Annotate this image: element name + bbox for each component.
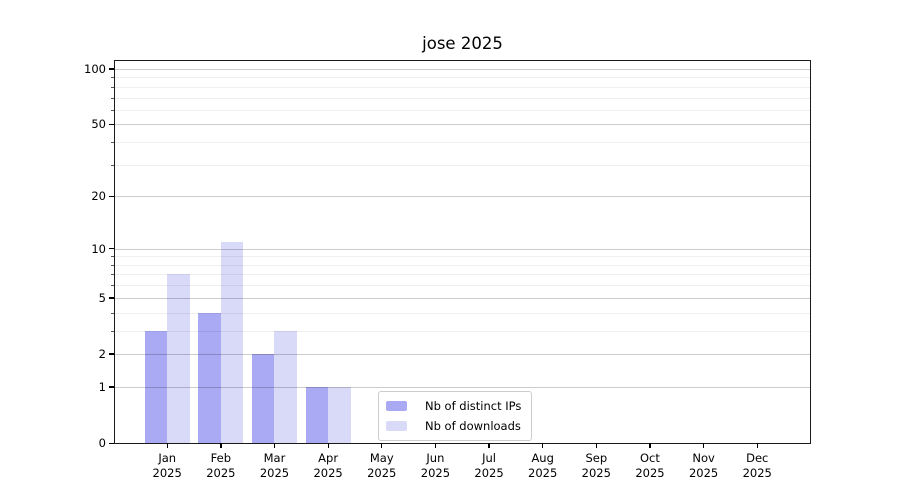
minor-gridline-y-6 (115, 285, 810, 287)
y-minor-tick-4 (111, 312, 114, 314)
legend-swatch-downloads (386, 421, 407, 431)
y-tick-20 (109, 195, 114, 198)
y-minor-tick-60 (111, 109, 114, 111)
y-minor-tick-9 (111, 256, 114, 258)
y-minor-tick-8 (111, 264, 114, 266)
y-tick-50 (109, 123, 114, 126)
x-tick-label-jun: Jun 2025 (420, 451, 451, 480)
x-tick-label-aug: Aug 2025 (528, 451, 558, 480)
minor-gridline-y-30 (115, 164, 810, 166)
bar-distinct-ips-feb (198, 312, 221, 443)
bar-distinct-ips-mar (251, 353, 275, 443)
bars-layer (115, 61, 810, 443)
legend-label-downloads: Nb of downloads (425, 419, 521, 433)
y-minor-tick-90 (111, 77, 114, 79)
bar-downloads-mar (274, 330, 297, 443)
gridline-y-100 (115, 68, 810, 70)
x-tick-dec (756, 443, 758, 448)
y-minor-tick-30 (111, 164, 114, 166)
legend-label-distinct-ips: Nb of distinct IPs (425, 399, 522, 413)
minor-gridline-y-7 (115, 274, 810, 276)
gridline-y-5 (115, 297, 810, 299)
bar-distinct-ips-jan (144, 330, 168, 443)
y-tick-label-20: 20 (91, 189, 106, 204)
x-tick-label-mar: Mar 2025 (259, 451, 290, 480)
x-tick-label-nov: Nov 2025 (688, 451, 719, 480)
gridline-y-10 (115, 248, 810, 250)
minor-gridline-y-70 (115, 97, 810, 99)
x-tick-jul (488, 443, 490, 448)
x-tick-label-dec: Dec 2025 (742, 451, 772, 480)
y-tick-10 (109, 248, 114, 250)
bar-downloads-apr (328, 386, 351, 443)
bar-downloads-jan (167, 274, 190, 443)
x-tick-nov (703, 443, 705, 448)
gridlines-layer (115, 61, 810, 443)
y-tick-label-100: 100 (84, 61, 106, 76)
x-tick-sep (595, 443, 598, 448)
bar-distinct-ips-apr (305, 386, 329, 443)
y-minor-tick-3 (111, 330, 114, 332)
y-minor-tick-40 (111, 142, 114, 144)
y-tick-label-0: 0 (98, 436, 106, 450)
y-tick-0 (109, 442, 114, 444)
chart-title: jose 2025 (422, 34, 503, 53)
x-tick-may (381, 443, 383, 448)
legend: Nb of distinct IPs Nb of downloads (378, 391, 533, 441)
minor-gridline-y-40 (115, 142, 810, 144)
y-minor-tick-7 (111, 274, 114, 276)
y-tick-label-50: 50 (91, 117, 106, 132)
x-tick-label-oct: Oct 2025 (635, 451, 665, 480)
legend-item-downloads: Nb of downloads (386, 418, 521, 434)
gridline-y-20 (115, 196, 810, 198)
y-tick-label-5: 5 (98, 290, 106, 305)
x-tick-label-sep: Sep 2025 (581, 451, 611, 480)
y-minor-tick-6 (111, 285, 114, 287)
y-tick-2 (109, 353, 114, 355)
x-tick-jun (434, 443, 437, 448)
gridline-y-2 (115, 353, 810, 355)
minor-gridline-y-4 (115, 312, 810, 314)
minor-gridline-y-3 (115, 330, 810, 332)
x-tick-apr (327, 443, 329, 448)
minor-gridline-y-9 (115, 256, 810, 258)
y-tick-100 (109, 68, 114, 70)
minor-gridline-y-60 (115, 109, 810, 111)
y-tick-label-2: 2 (98, 346, 106, 361)
x-tick-label-may: May 2025 (367, 451, 397, 480)
y-minor-tick-70 (111, 97, 114, 99)
y-tick-label-10: 10 (91, 241, 106, 256)
y-minor-tick-80 (111, 86, 114, 88)
y-tick-1 (109, 386, 114, 388)
axis-layer: 0 1 2 5 10 20 50 100 Jan 2025 Feb 2025 Mar 2025 Apr 202… (84, 61, 810, 480)
minor-gridline-y-8 (115, 264, 810, 266)
x-tick-aug (542, 443, 544, 448)
legend-item-distinct-ips: Nb of distinct IPs (386, 398, 521, 414)
x-tick-mar (273, 443, 276, 448)
x-tick-label-feb: Feb 2025 (206, 451, 236, 480)
x-tick-label-jan: Jan 2025 (152, 451, 182, 480)
y-tick-label-1: 1 (98, 379, 106, 394)
x-tick-oct (649, 443, 651, 448)
x-tick-label-apr: Apr 2025 (313, 451, 343, 480)
legend-swatch-distinct-ips (386, 401, 407, 411)
x-tick-label-jul: Jul 2025 (474, 451, 504, 480)
gridline-y-50 (115, 124, 810, 126)
plot-area: 0 1 2 5 10 20 50 100 Jan 2025 Feb 2025 Mar 2025 Apr 202… (84, 60, 811, 480)
y-tick-5 (109, 297, 114, 299)
minor-gridline-y-80 (115, 86, 810, 88)
gridline-y-1 (115, 386, 810, 388)
minor-gridline-y-90 (115, 77, 810, 79)
bar-downloads-feb (220, 241, 244, 443)
x-tick-jan (166, 443, 168, 448)
x-tick-feb (220, 443, 222, 448)
